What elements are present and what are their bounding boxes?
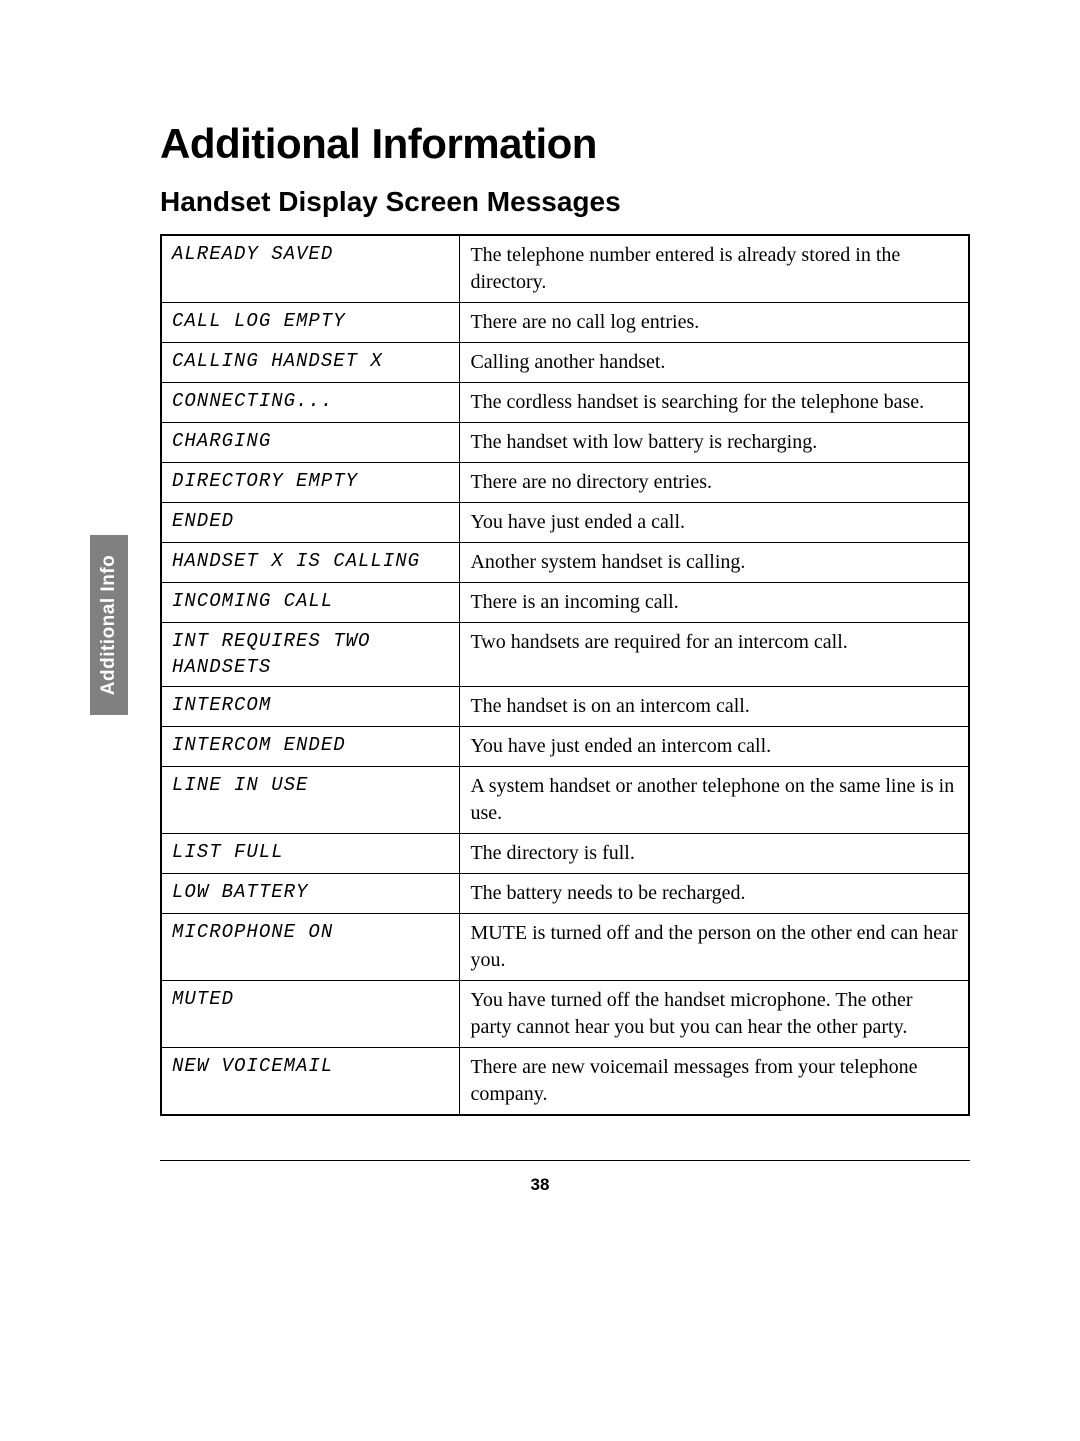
message-cell: MUTED [161, 981, 460, 1048]
table-row: LOW BATTERYThe battery needs to be recha… [161, 874, 969, 914]
description-cell: You have turned off the handset micropho… [460, 981, 969, 1048]
table-row: CONNECTING...The cordless handset is sea… [161, 383, 969, 423]
table-row: LINE IN USEA system handset or another t… [161, 767, 969, 834]
message-cell: INT REQUIRES TWO HANDSETS [161, 623, 460, 687]
table-row: DIRECTORY EMPTYThere are no directory en… [161, 463, 969, 503]
description-cell: Calling another handset. [460, 343, 969, 383]
message-cell: CHARGING [161, 423, 460, 463]
message-cell: INTERCOM ENDED [161, 727, 460, 767]
table-row: ENDEDYou have just ended a call. [161, 503, 969, 543]
table-row: HANDSET X IS CALLINGAnother system hands… [161, 543, 969, 583]
message-cell: ALREADY SAVED [161, 235, 460, 303]
table-row: MICROPHONE ONMUTE is turned off and the … [161, 914, 969, 981]
message-cell: LINE IN USE [161, 767, 460, 834]
message-cell: NEW VOICEMAIL [161, 1048, 460, 1116]
messages-table: ALREADY SAVEDThe telephone number entere… [160, 234, 970, 1116]
message-cell: INTERCOM [161, 687, 460, 727]
description-cell: You have just ended a call. [460, 503, 969, 543]
description-cell: There are no call log entries. [460, 303, 969, 343]
message-cell: CALLING HANDSET X [161, 343, 460, 383]
table-row: NEW VOICEMAILThere are new voicemail mes… [161, 1048, 969, 1116]
message-cell: HANDSET X IS CALLING [161, 543, 460, 583]
description-cell: There is an incoming call. [460, 583, 969, 623]
description-cell: There are new voicemail messages from yo… [460, 1048, 969, 1116]
table-row: CHARGINGThe handset with low battery is … [161, 423, 969, 463]
message-cell: CALL LOG EMPTY [161, 303, 460, 343]
description-cell: The telephone number entered is already … [460, 235, 969, 303]
message-cell: LIST FULL [161, 834, 460, 874]
table-row: ALREADY SAVEDThe telephone number entere… [161, 235, 969, 303]
message-cell: INCOMING CALL [161, 583, 460, 623]
description-cell: The cordless handset is searching for th… [460, 383, 969, 423]
description-cell: A system handset or another telephone on… [460, 767, 969, 834]
message-cell: LOW BATTERY [161, 874, 460, 914]
side-tab-label: Additional Info [98, 555, 120, 695]
table-row: LIST FULLThe directory is full. [161, 834, 969, 874]
description-cell: There are no directory entries. [460, 463, 969, 503]
section-title: Handset Display Screen Messages [160, 186, 970, 218]
table-row: INCOMING CALLThere is an incoming call. [161, 583, 969, 623]
table-row: CALLING HANDSET XCalling another handset… [161, 343, 969, 383]
side-tab: Additional Info [90, 535, 128, 715]
description-cell: Another system handset is calling. [460, 543, 969, 583]
message-cell: CONNECTING... [161, 383, 460, 423]
description-cell: Two handsets are required for an interco… [460, 623, 969, 687]
description-cell: The handset with low battery is rechargi… [460, 423, 969, 463]
description-cell: MUTE is turned off and the person on the… [460, 914, 969, 981]
table-row: INTERCOMThe handset is on an intercom ca… [161, 687, 969, 727]
footer-divider [160, 1160, 970, 1161]
table-row: INT REQUIRES TWO HANDSETSTwo handsets ar… [161, 623, 969, 687]
message-cell: MICROPHONE ON [161, 914, 460, 981]
table-row: MUTEDYou have turned off the handset mic… [161, 981, 969, 1048]
description-cell: You have just ended an intercom call. [460, 727, 969, 767]
page-title: Additional Information [160, 120, 970, 168]
message-cell: ENDED [161, 503, 460, 543]
table-row: CALL LOG EMPTYThere are no call log entr… [161, 303, 969, 343]
description-cell: The battery needs to be recharged. [460, 874, 969, 914]
description-cell: The handset is on an intercom call. [460, 687, 969, 727]
description-cell: The directory is full. [460, 834, 969, 874]
page-number: 38 [0, 1175, 1080, 1195]
page-container: Additional Info Additional Information H… [0, 0, 1080, 1176]
table-row: INTERCOM ENDEDYou have just ended an int… [161, 727, 969, 767]
message-cell: DIRECTORY EMPTY [161, 463, 460, 503]
